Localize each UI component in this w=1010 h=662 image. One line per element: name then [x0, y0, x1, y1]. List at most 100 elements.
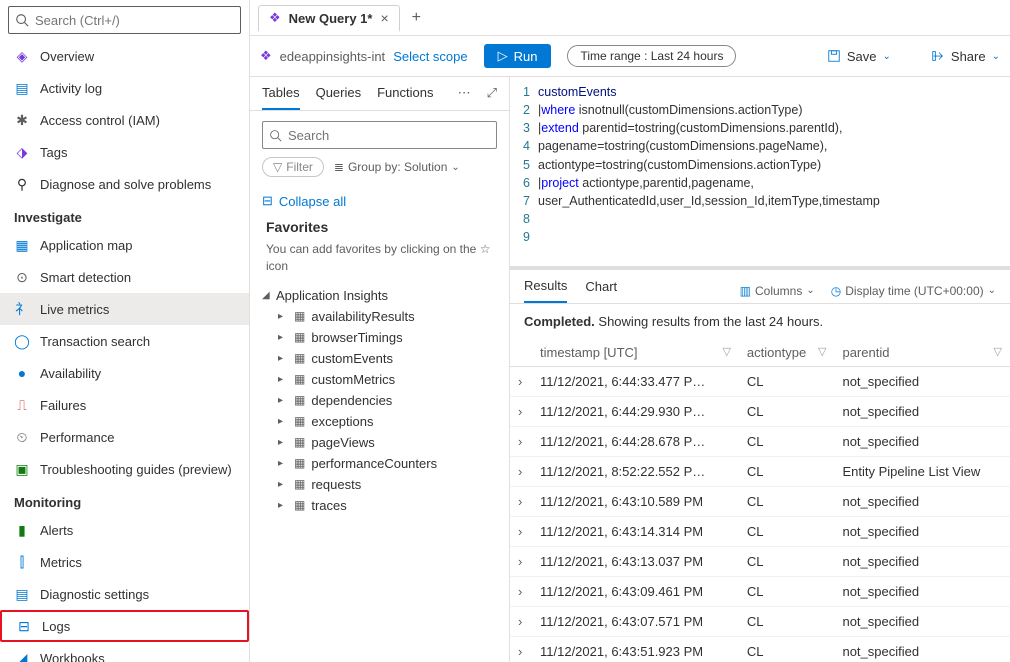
sidebar-search-input[interactable]	[35, 13, 234, 28]
line-number: 9	[510, 228, 538, 246]
sidebar-item-availability[interactable]: ●Availability	[0, 357, 249, 389]
code-line[interactable]: pagename=tostring(customDimensions.pageN…	[538, 137, 827, 155]
display-time-button[interactable]: ◷ Display time (UTC+00:00) ⌄	[831, 284, 996, 298]
col-actiontype[interactable]: actiontype▽	[739, 339, 835, 367]
expand-row-icon[interactable]: ›	[510, 427, 532, 457]
expand-row-icon[interactable]: ›	[510, 517, 532, 547]
sidebar-item-smart-detection[interactable]: ⊙Smart detection	[0, 261, 249, 293]
sidebar-item-tags[interactable]: ⬗Tags	[0, 136, 249, 168]
share-button[interactable]: Share ⌄	[931, 49, 1000, 64]
table-requests[interactable]: ▸▦requests	[258, 474, 501, 495]
expand-row-icon[interactable]: ›	[510, 457, 532, 487]
cell: CL	[739, 607, 835, 637]
sidebar-search[interactable]	[8, 6, 241, 34]
code-line[interactable]: actiontype=tostring(customDimensions.act…	[538, 156, 821, 174]
table-customMetrics[interactable]: ▸▦customMetrics	[258, 369, 501, 390]
code-line[interactable]: |project actiontype,parentid,pagename,	[538, 174, 754, 192]
expand-row-icon[interactable]: ›	[510, 367, 532, 397]
result-row[interactable]: ›11/12/2021, 6:43:07.571 PMCLnot_specifi…	[510, 607, 1010, 637]
tables-tab-queries[interactable]: Queries	[316, 85, 362, 110]
filter-icon[interactable]: ▽	[722, 345, 730, 358]
sidebar-item-logs[interactable]: ⊟Logs	[0, 610, 249, 642]
sidebar-item-access-control[interactable]: ✱Access control (IAM)	[0, 104, 249, 136]
group-by-button[interactable]: ≣ Group by: Solution ⌄	[334, 160, 460, 174]
filter-icon[interactable]: ▽	[818, 345, 826, 358]
query-editor[interactable]: 1customEvents2|where isnotnull(customDim…	[510, 77, 1010, 270]
sidebar-item-failures[interactable]: ⎍Failures	[0, 389, 249, 421]
filter-icon[interactable]: ▽	[994, 345, 1002, 358]
sidebar-item-activity-log[interactable]: ▤Activity log	[0, 72, 249, 104]
run-button[interactable]: ▷ Run	[484, 44, 552, 68]
save-button[interactable]: Save ⌄	[827, 49, 891, 64]
result-row[interactable]: ›11/12/2021, 6:43:51.923 PMCLnot_specifi…	[510, 637, 1010, 662]
col-parentid[interactable]: parentid▽	[834, 339, 1010, 367]
table-performanceCounters[interactable]: ▸▦performanceCounters	[258, 453, 501, 474]
tables-search[interactable]	[262, 121, 497, 149]
result-row[interactable]: ›11/12/2021, 6:43:10.589 PMCLnot_specifi…	[510, 487, 1010, 517]
close-tab-icon[interactable]: ×	[380, 10, 388, 26]
sidebar-item-live-metrics[interactable]: ⺭Live metrics	[0, 293, 249, 325]
query-tab[interactable]: ❖ New Query 1* ×	[258, 5, 400, 32]
expand-row-icon[interactable]: ›	[510, 607, 532, 637]
result-row[interactable]: ›11/12/2021, 8:52:22.552 P…CLEntity Pipe…	[510, 457, 1010, 487]
tables-search-input[interactable]	[288, 128, 490, 143]
cell: CL	[739, 577, 835, 607]
select-scope-link[interactable]: Select scope	[393, 49, 467, 64]
result-row[interactable]: ›11/12/2021, 6:43:09.461 PMCLnot_specifi…	[510, 577, 1010, 607]
sidebar-item-workbooks[interactable]: ◢Workbooks	[0, 642, 249, 662]
collapse-icon: ⊟	[262, 193, 273, 209]
sidebar-item-transaction-search[interactable]: ◯Transaction search	[0, 325, 249, 357]
expand-row-icon[interactable]: ›	[510, 397, 532, 427]
table-browserTimings[interactable]: ▸▦browserTimings	[258, 327, 501, 348]
results-tab-results[interactable]: Results	[524, 278, 567, 303]
cell: CL	[739, 547, 835, 577]
sidebar-item-performance[interactable]: ⏲Performance	[0, 421, 249, 453]
expand-row-icon[interactable]: ›	[510, 487, 532, 517]
expand-row-icon[interactable]: ›	[510, 577, 532, 607]
tables-tab-functions[interactable]: Functions	[377, 85, 433, 110]
new-tab-button[interactable]: +	[406, 9, 427, 27]
expand-row-icon[interactable]: ›	[510, 547, 532, 577]
table-dependencies[interactable]: ▸▦dependencies	[258, 390, 501, 411]
sidebar-item-troubleshooting[interactable]: ▣Troubleshooting guides (preview)	[0, 453, 249, 485]
sidebar-item-diagnostic-settings[interactable]: ▤Diagnostic settings	[0, 578, 249, 610]
filter-button[interactable]: ▽ Filter	[262, 157, 324, 177]
cell: 11/12/2021, 6:44:33.477 P…	[532, 367, 739, 397]
table-label: customMetrics	[311, 372, 395, 387]
caret-icon: ▸	[278, 479, 288, 490]
expand-icon[interactable]: ⤢	[487, 85, 497, 110]
code-line[interactable]: user_AuthenticatedId,user_Id,session_Id,…	[538, 192, 880, 210]
code-line[interactable]: |where isnotnull(customDimensions.action…	[538, 101, 802, 119]
result-row[interactable]: ›11/12/2021, 6:44:28.678 P…CLnot_specifi…	[510, 427, 1010, 457]
code-line[interactable]: |extend parentid=tostring(customDimensio…	[538, 119, 842, 137]
table-pageViews[interactable]: ▸▦pageViews	[258, 432, 501, 453]
result-row[interactable]: ›11/12/2021, 6:43:13.037 PMCLnot_specifi…	[510, 547, 1010, 577]
save-icon	[827, 49, 841, 63]
time-range-pill[interactable]: Time range : Last 24 hours	[567, 45, 736, 67]
table-customEvents[interactable]: ▸▦customEvents	[258, 348, 501, 369]
tree-root[interactable]: ◢Application Insights	[258, 285, 501, 306]
result-row[interactable]: ›11/12/2021, 6:43:14.314 PMCLnot_specifi…	[510, 517, 1010, 547]
result-row[interactable]: ›11/12/2021, 6:44:29.930 P…CLnot_specifi…	[510, 397, 1010, 427]
results-tab-chart[interactable]: Chart	[585, 279, 617, 302]
caret-icon: ▸	[278, 374, 288, 385]
result-row[interactable]: ›11/12/2021, 6:44:33.477 P…CLnot_specifi…	[510, 367, 1010, 397]
collapse-all-button[interactable]: ⊟ Collapse all	[250, 187, 509, 215]
sidebar-item-app-map[interactable]: ▦Application map	[0, 229, 249, 261]
sidebar-item-metrics[interactable]: ⫿Metrics	[0, 546, 249, 578]
more-icon[interactable]: ⋯	[458, 85, 471, 110]
tables-tab-tables[interactable]: Tables	[262, 85, 300, 110]
diagnostic-settings-icon: ▤	[14, 586, 30, 602]
sidebar-item-diagnose[interactable]: ⚲Diagnose and solve problems	[0, 168, 249, 200]
table-traces[interactable]: ▸▦traces	[258, 495, 501, 516]
sidebar-item-overview[interactable]: ◈Overview	[0, 40, 249, 72]
table-exceptions[interactable]: ▸▦exceptions	[258, 411, 501, 432]
columns-button[interactable]: ▥ Columns ⌄	[740, 284, 815, 298]
table-availabilityResults[interactable]: ▸▦availabilityResults	[258, 306, 501, 327]
sidebar-item-alerts[interactable]: ▮Alerts	[0, 514, 249, 546]
overview-icon: ◈	[14, 48, 30, 64]
expand-row-icon[interactable]: ›	[510, 637, 532, 662]
tags-icon: ⬗	[14, 144, 30, 160]
code-line[interactable]: customEvents	[538, 83, 617, 101]
col-timestamp-UTC-[interactable]: timestamp [UTC]▽	[532, 339, 739, 367]
